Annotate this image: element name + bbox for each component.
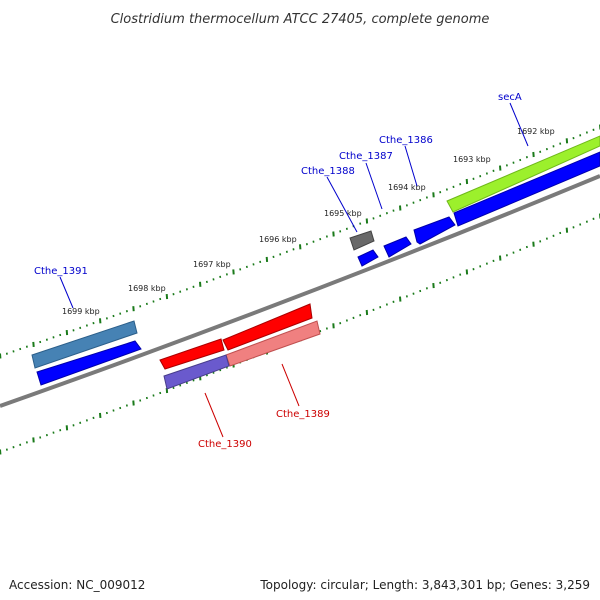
cthe1391-cds[interactable]	[36, 340, 142, 386]
scale-label-1695: 1695 kbp	[324, 209, 362, 218]
cthe1388-cds[interactable]	[357, 249, 379, 267]
cthe1390-leader	[204, 392, 224, 438]
scale-label-1693: 1693 kbp	[453, 155, 491, 164]
cthe1387-cds[interactable]	[383, 236, 412, 258]
cthe1386-cds[interactable]	[413, 216, 456, 245]
secA-leader	[509, 102, 529, 147]
scale-label-1699: 1699 kbp	[62, 307, 100, 316]
scale-label-1697: 1697 kbp	[193, 260, 231, 269]
topology-label: Topology: circular; Length: 3,843,301 bp…	[260, 578, 590, 592]
gene-label-cthe1387: Cthe_1387	[339, 151, 393, 162]
cthe1391-leader	[59, 276, 74, 309]
accession-label: Accession: NC_009012	[9, 578, 146, 592]
cthe1389-feature-bar[interactable]	[225, 320, 321, 367]
cthe1390-cds[interactable]	[159, 338, 225, 370]
cthe1390-feature-bar[interactable]	[163, 354, 230, 390]
scale-label-1692: 1692 kbp	[517, 127, 555, 136]
secA-cds[interactable]	[453, 151, 600, 227]
cthe1391-feature-bar[interactable]	[31, 320, 138, 369]
genome-backbone	[0, 174, 600, 408]
cthe1388-leader	[326, 176, 358, 233]
secA-feature-bar[interactable]	[446, 135, 600, 213]
scale-label-1696: 1696 kbp	[259, 235, 297, 244]
gene-label-secA: secA	[498, 92, 522, 103]
gene-label-cthe1388: Cthe_1388	[301, 166, 355, 177]
small-feature-bar[interactable]	[349, 230, 375, 251]
cthe1386-leader	[404, 145, 418, 187]
cthe1389-leader	[281, 363, 300, 407]
gene-label-cthe1389: Cthe_1389	[276, 409, 330, 420]
gene-label-cthe1391: Cthe_1391	[34, 266, 88, 277]
map-title: Clostridium thermocellum ATCC 27405, com…	[111, 12, 490, 27]
cthe1387-leader	[365, 162, 383, 210]
scale-label-1698: 1698 kbp	[128, 284, 166, 293]
gene-label-cthe1390: Cthe_1390	[198, 439, 252, 450]
scale-label-1694: 1694 kbp	[388, 183, 426, 192]
outer-tick-ring	[0, 124, 600, 359]
gene-label-cthe1386: Cthe_1386	[379, 135, 433, 146]
cthe1389-cds[interactable]	[222, 303, 313, 351]
